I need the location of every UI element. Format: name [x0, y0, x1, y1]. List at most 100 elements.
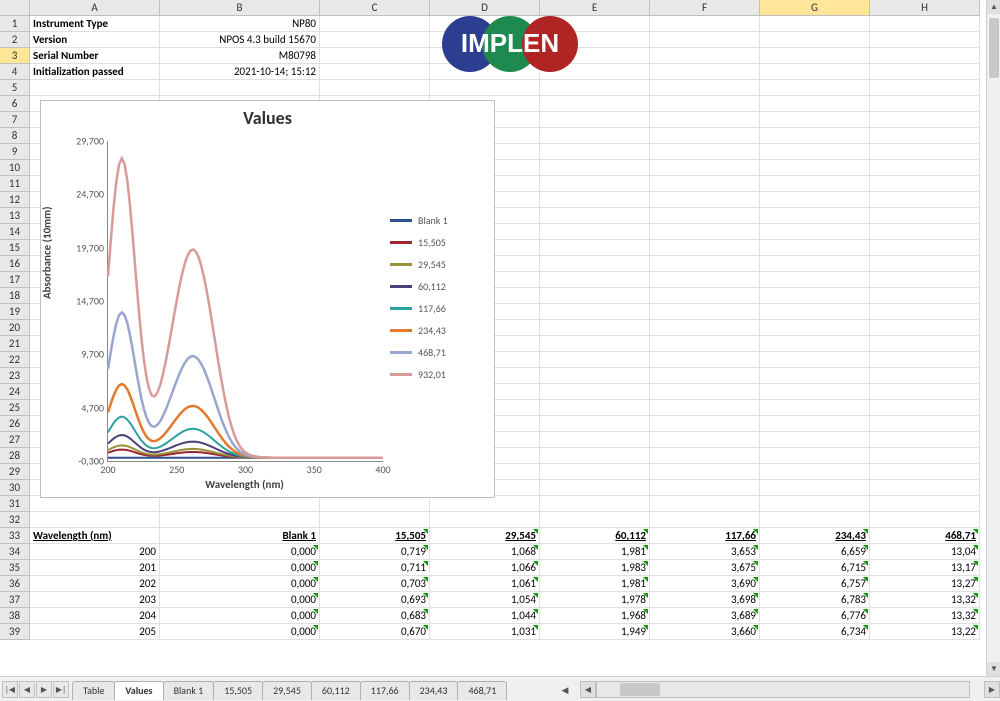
cell-F4[interactable] — [650, 64, 760, 80]
cell-B35[interactable]: 0,000 — [160, 560, 320, 576]
cell-H6[interactable] — [870, 96, 980, 112]
sheet-tab-11766[interactable]: 117,66 — [360, 681, 410, 700]
cell-G10[interactable] — [760, 160, 870, 176]
tab-prev-button[interactable]: ◀ — [19, 681, 35, 698]
cell-B5[interactable] — [160, 80, 320, 96]
legend-item[interactable]: Blank 1 — [390, 209, 486, 231]
column-header-H[interactable]: H — [870, 0, 980, 16]
cell-H5[interactable] — [870, 80, 980, 96]
cell-G28[interactable] — [760, 448, 870, 464]
cell-F19[interactable] — [650, 304, 760, 320]
row-header-20[interactable]: 20 — [0, 320, 30, 336]
row-header-16[interactable]: 16 — [0, 256, 30, 272]
row-header-31[interactable]: 31 — [0, 496, 30, 512]
cell-H29[interactable] — [870, 464, 980, 480]
cell-D36[interactable]: 1,061 — [430, 576, 540, 592]
cell-A38[interactable]: 204 — [30, 608, 160, 624]
cell-B39[interactable]: 0,000 — [160, 624, 320, 640]
cell-F33[interactable]: 117,66 — [650, 528, 760, 544]
legend-item[interactable]: 29,545 — [390, 253, 486, 275]
cell-G13[interactable] — [760, 208, 870, 224]
cell-F22[interactable] — [650, 352, 760, 368]
cell-E16[interactable] — [540, 256, 650, 272]
row-header-36[interactable]: 36 — [0, 576, 30, 592]
cell-G22[interactable] — [760, 352, 870, 368]
cell-C33[interactable]: 15,505 — [320, 528, 430, 544]
row-header-13[interactable]: 13 — [0, 208, 30, 224]
cell-F17[interactable] — [650, 272, 760, 288]
sheet-tab-29545[interactable]: 29,545 — [262, 681, 312, 700]
cell-H31[interactable] — [870, 496, 980, 512]
cell-G23[interactable] — [760, 368, 870, 384]
cell-C37[interactable]: 0,693 — [320, 592, 430, 608]
cell-H32[interactable] — [870, 512, 980, 528]
scroll-down-button[interactable]: ▼ — [987, 662, 1000, 676]
scroll-up-button[interactable]: ▲ — [987, 0, 1000, 14]
cell-F27[interactable] — [650, 432, 760, 448]
cell-F15[interactable] — [650, 240, 760, 256]
cell-G18[interactable] — [760, 288, 870, 304]
cell-G2[interactable] — [760, 32, 870, 48]
tab-next-button[interactable]: ▶ — [36, 681, 52, 698]
cell-B32[interactable] — [160, 512, 320, 528]
select-all-corner[interactable] — [0, 0, 30, 16]
cell-F35[interactable]: 3,675 — [650, 560, 760, 576]
cell-G20[interactable] — [760, 320, 870, 336]
cell-H23[interactable] — [870, 368, 980, 384]
row-header-30[interactable]: 30 — [0, 480, 30, 496]
cell-H37[interactable]: 13,32 — [870, 592, 980, 608]
cell-C35[interactable]: 0,711 — [320, 560, 430, 576]
cell-H20[interactable] — [870, 320, 980, 336]
legend-item[interactable]: 60,112 — [390, 275, 486, 297]
cell-E25[interactable] — [540, 400, 650, 416]
cell-E14[interactable] — [540, 224, 650, 240]
sheet-tab-23443[interactable]: 234,43 — [409, 681, 459, 700]
row-header-26[interactable]: 26 — [0, 416, 30, 432]
vertical-scroll-thumb[interactable] — [989, 18, 999, 78]
cell-E17[interactable] — [540, 272, 650, 288]
legend-item[interactable]: 234,43 — [390, 319, 486, 341]
cell-G30[interactable] — [760, 480, 870, 496]
cell-D35[interactable]: 1,066 — [430, 560, 540, 576]
cell-E18[interactable] — [540, 288, 650, 304]
row-header-6[interactable]: 6 — [0, 96, 30, 112]
cell-C39[interactable]: 0,670 — [320, 624, 430, 640]
row-header-19[interactable]: 19 — [0, 304, 30, 320]
cell-F11[interactable] — [650, 176, 760, 192]
scroll-right-button[interactable]: ▶ — [984, 681, 1000, 698]
row-header-39[interactable]: 39 — [0, 624, 30, 640]
row-header-17[interactable]: 17 — [0, 272, 30, 288]
cell-B36[interactable]: 0,000 — [160, 576, 320, 592]
legend-item[interactable]: 15,505 — [390, 231, 486, 253]
cell-G27[interactable] — [760, 432, 870, 448]
cell-D32[interactable] — [430, 512, 540, 528]
row-header-35[interactable]: 35 — [0, 560, 30, 576]
row-header-25[interactable]: 25 — [0, 400, 30, 416]
cell-G7[interactable] — [760, 112, 870, 128]
scroll-left-button[interactable]: ◀ — [580, 681, 596, 698]
cell-G38[interactable]: 6,776 — [760, 608, 870, 624]
cell-G8[interactable] — [760, 128, 870, 144]
cell-E33[interactable]: 60,112 — [540, 528, 650, 544]
row-header-8[interactable]: 8 — [0, 128, 30, 144]
cell-C38[interactable]: 0,683 — [320, 608, 430, 624]
cell-E11[interactable] — [540, 176, 650, 192]
cell-E32[interactable] — [540, 512, 650, 528]
cell-F34[interactable]: 3,653 — [650, 544, 760, 560]
cell-H35[interactable]: 13,17 — [870, 560, 980, 576]
row-header-29[interactable]: 29 — [0, 464, 30, 480]
column-header-A[interactable]: A — [30, 0, 160, 16]
cell-A31[interactable] — [30, 496, 160, 512]
cell-G34[interactable]: 6,659 — [760, 544, 870, 560]
cell-H11[interactable] — [870, 176, 980, 192]
row-header-10[interactable]: 10 — [0, 160, 30, 176]
cell-E30[interactable] — [540, 480, 650, 496]
cell-A33[interactable]: Wavelength (nm) — [30, 528, 160, 544]
cell-H3[interactable] — [870, 48, 980, 64]
cell-H28[interactable] — [870, 448, 980, 464]
cell-F9[interactable] — [650, 144, 760, 160]
cell-E31[interactable] — [540, 496, 650, 512]
cell-G32[interactable] — [760, 512, 870, 528]
cell-G37[interactable]: 6,783 — [760, 592, 870, 608]
cell-G9[interactable] — [760, 144, 870, 160]
